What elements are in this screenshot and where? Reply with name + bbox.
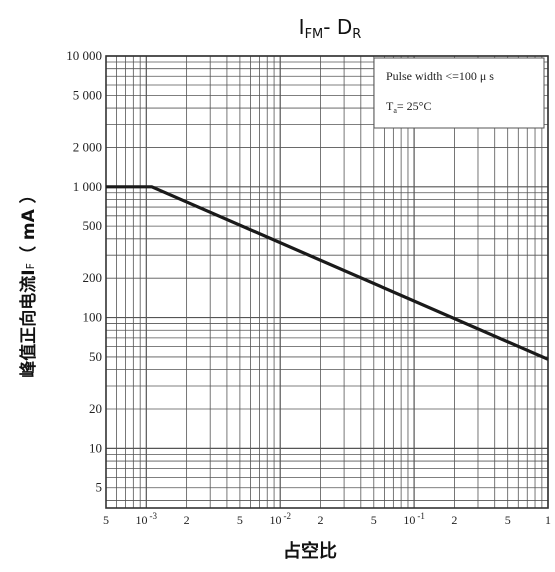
title-main: I bbox=[299, 15, 305, 39]
y-tick-label: 50 bbox=[89, 349, 102, 364]
y-tick-label: 200 bbox=[83, 270, 103, 285]
temp-value: = 25°C bbox=[397, 99, 432, 113]
series-line bbox=[106, 185, 549, 361]
legend-box: Pulse width <=100 μ s Ta= 25°C bbox=[373, 57, 545, 129]
y-tick-label: 1 000 bbox=[73, 179, 102, 194]
y-tick-label: 10 000 bbox=[66, 48, 102, 63]
ylabel-unit: （ mA ） bbox=[18, 186, 39, 263]
temp-main: T bbox=[386, 99, 394, 113]
y-tick-label: 100 bbox=[83, 310, 103, 325]
y-tick-label: 10 bbox=[89, 440, 102, 455]
x-tick-label: 5 bbox=[371, 513, 377, 527]
ylabel-main: 峰值正向电流I bbox=[18, 269, 39, 377]
y-tick-label: 2 000 bbox=[73, 139, 102, 154]
x-tick-label: 1 bbox=[545, 513, 551, 527]
y-axis-label: 峰值正向电流IF（ mA ） bbox=[18, 186, 39, 377]
chart-title: IFM- DR bbox=[299, 15, 362, 42]
series-layer bbox=[106, 185, 549, 361]
x-tick-label: 5 bbox=[103, 513, 109, 527]
y-tick-labels: 5 10 20 50 100 200 500 1 000 2 000 5 000 10 000 bbox=[66, 48, 102, 495]
x-tick-label: 10 -2 bbox=[269, 511, 291, 527]
legend-frame bbox=[373, 57, 545, 129]
title-sep: - D bbox=[323, 15, 352, 39]
y-tick-label: 5 000 bbox=[73, 87, 102, 102]
temp-sub: a bbox=[393, 106, 397, 115]
legend-pulse-width: Pulse width <=100 μ s bbox=[386, 69, 494, 83]
x-axis-label: 占空比 bbox=[283, 540, 337, 562]
x-tick-label: 2 bbox=[318, 513, 324, 527]
title-sub1: FM bbox=[305, 27, 324, 42]
x-tick-label: 5 bbox=[505, 513, 511, 527]
plot-frame bbox=[105, 55, 549, 509]
ylabel-sub: F bbox=[24, 263, 37, 269]
x-tick-label: 10 -1 bbox=[403, 511, 425, 527]
y-tick-label: 5 bbox=[96, 480, 103, 495]
x-tick-label: 10 -3 bbox=[136, 511, 158, 527]
x-tick-label: 5 bbox=[237, 513, 243, 527]
y-tick-label: 20 bbox=[89, 401, 102, 416]
x-tick-label: 2 bbox=[184, 513, 190, 527]
x-tick-label: 2 bbox=[451, 513, 457, 527]
x-tick-labels: 5 10 -3 2 5 10 -2 2 5 10 -1 2 5 1 bbox=[103, 511, 551, 527]
title-sub2: R bbox=[352, 27, 361, 42]
y-tick-label: 500 bbox=[83, 218, 103, 233]
legend-temperature: Ta= 25°C bbox=[386, 99, 431, 115]
